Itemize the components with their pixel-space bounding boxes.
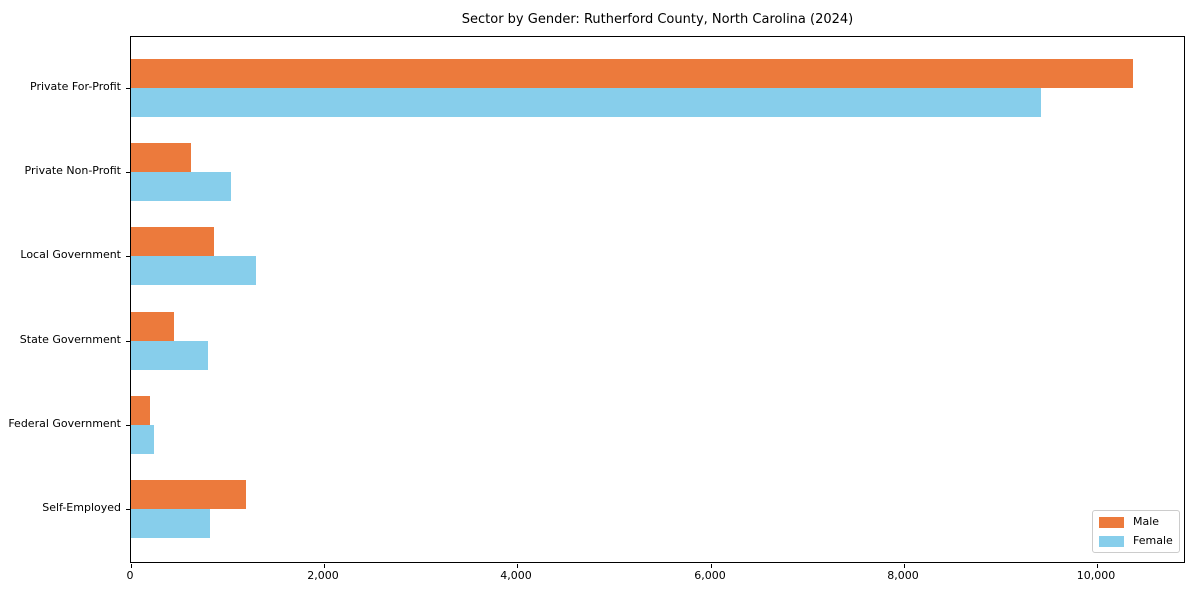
y-tick-local-government [126, 256, 130, 257]
x-label-0: 0 [126, 569, 134, 582]
y-tick-federal-government [126, 425, 130, 426]
male-swatch-icon [1099, 516, 1124, 528]
bar-state-government-male [131, 311, 174, 341]
y-tick-state-government [126, 341, 130, 342]
legend-label-male: Male [1133, 515, 1160, 528]
bar-private-for-profit-female [131, 88, 1041, 117]
x-tick-2000 [324, 564, 325, 568]
x-tick-10000 [1097, 564, 1098, 568]
x-tick-6000 [711, 564, 712, 568]
y-label-state-government: State Government [19, 333, 121, 346]
y-label-federal-government: Federal Government [8, 417, 121, 430]
x-label-10000: 10,000 [1076, 569, 1116, 582]
x-label-6000: 6,000 [694, 569, 726, 582]
legend-item-male: Male [1099, 516, 1173, 528]
legend-label-female: Female [1133, 534, 1173, 547]
bar-state-government-female [131, 340, 208, 370]
bar-self-employed-female [131, 509, 210, 538]
legend-item-female: Female [1099, 535, 1173, 547]
bar-private-non-profit-female [131, 172, 231, 202]
x-label-8000: 8,000 [887, 569, 919, 582]
x-tick-4000 [517, 564, 518, 568]
bar-federal-government-male [131, 395, 150, 425]
x-label-2000: 2,000 [307, 569, 339, 582]
y-tick-self-employed [126, 509, 130, 510]
bar-self-employed-male [131, 480, 246, 509]
y-tick-private-for-profit [126, 88, 130, 89]
y-label-local-government: Local Government [20, 248, 121, 261]
y-tick-private-non-profit [126, 172, 130, 173]
x-tick-0 [131, 564, 132, 568]
chart-title: Sector by Gender: Rutherford County, Nor… [461, 12, 854, 27]
female-swatch-icon [1099, 535, 1124, 547]
plot-area [126, 36, 1185, 568]
y-label-private-for-profit: Private For-Profit [30, 80, 121, 93]
bar-private-non-profit-male [131, 143, 191, 173]
legend: Male Female [1092, 510, 1180, 553]
x-tick-8000 [904, 564, 905, 568]
bar-federal-government-female [131, 424, 154, 454]
x-label-4000: 4,000 [500, 569, 532, 582]
y-label-self-employed: Self-Employed [42, 501, 121, 514]
bar-local-government-male [131, 227, 214, 257]
bar-private-for-profit-male [131, 59, 1133, 88]
y-label-private-non-profit: Private Non-Profit [24, 164, 121, 177]
bar-local-government-female [131, 256, 256, 286]
